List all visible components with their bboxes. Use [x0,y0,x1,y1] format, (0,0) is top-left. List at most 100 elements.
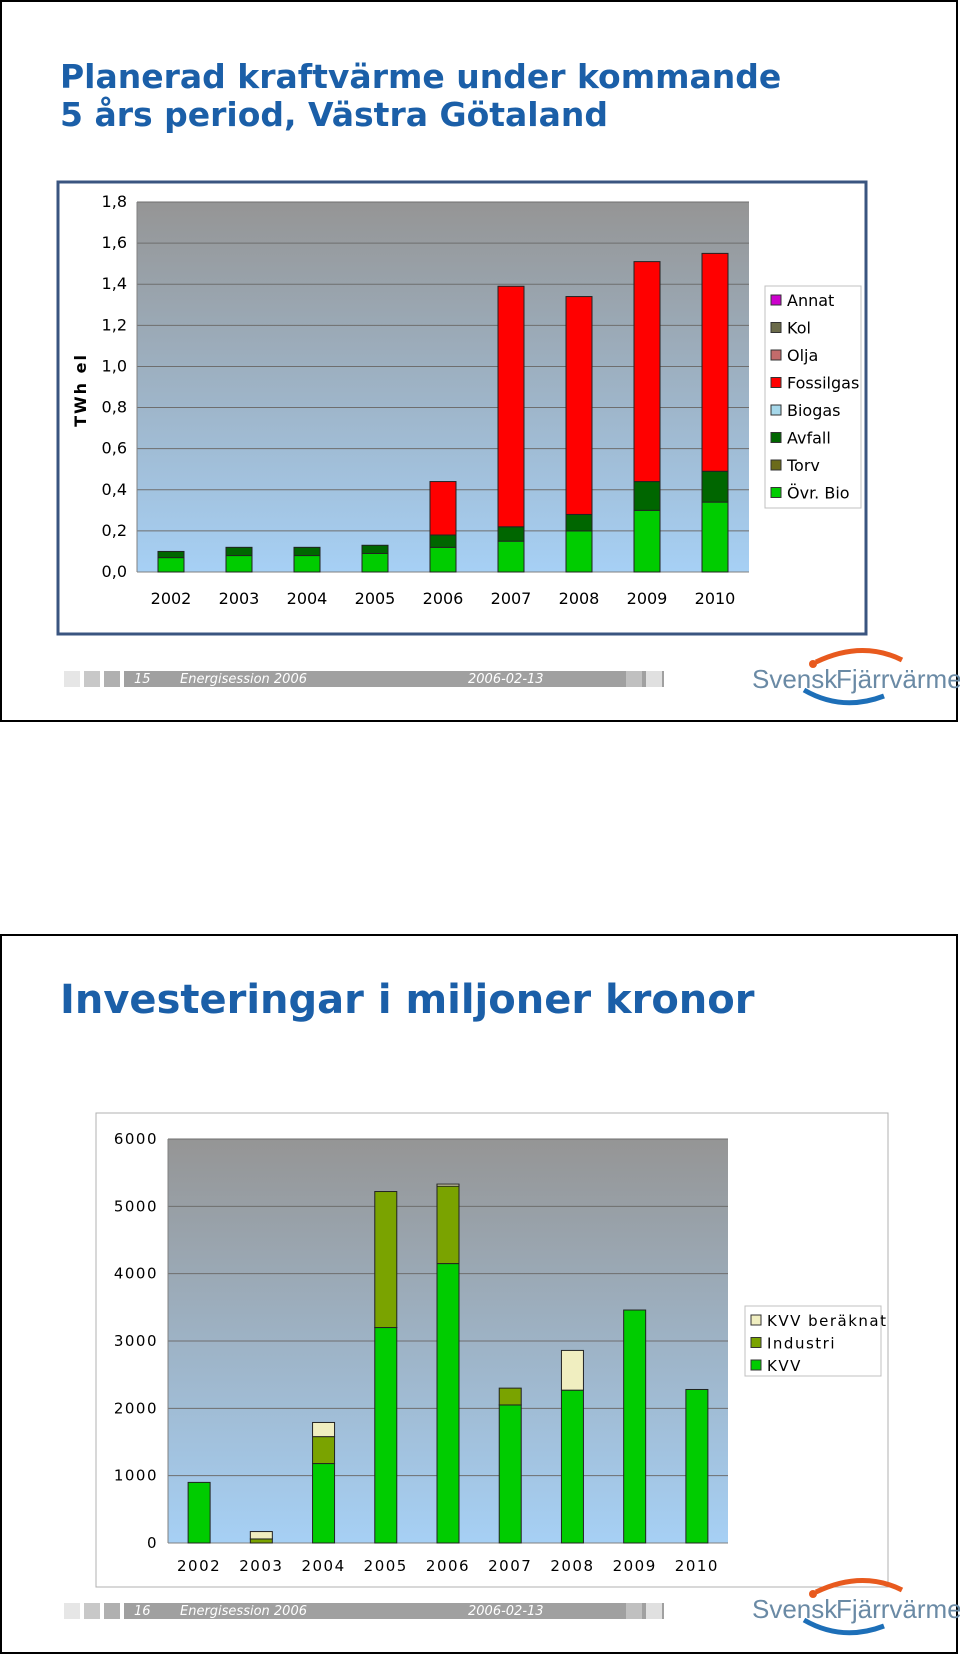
legend-label: Olja [787,346,818,365]
bar-segment-kvv_beraknat-2008 [560,1349,584,1391]
bar-segment-kvv-2009 [623,1309,647,1544]
legend-label: Annat [787,291,834,310]
x-tick-label: 2005 [364,1557,408,1575]
bar-segment-avfall-2007 [497,526,525,542]
y-tick-label: 1,8 [102,192,127,211]
logo-text-fjarrvarme: Fjärrvärme [836,1594,960,1624]
bar-segment-fossilgas-2007 [497,285,525,528]
bar-segment-kvv-2007 [498,1404,522,1544]
bar-segment-kvv_beraknat-2003 [249,1531,273,1540]
bar-segment-ovr_bio-2008 [565,530,593,573]
legend-label: KVV [767,1357,802,1375]
bar-segment-avfall-2009 [633,481,661,511]
x-tick-label: 2010 [695,589,736,608]
bar-segment-kvv_beraknat-2004 [312,1421,336,1438]
footer-square [104,1603,120,1619]
bar-segment-kvv-2006 [436,1263,460,1544]
slide-title-line2: 5 års period, Västra Götaland [60,95,608,134]
bar-segment-industri-2005 [374,1191,398,1329]
x-tick-label: 2006 [426,1557,470,1575]
company-logo: Svensk Fjärrvärme [752,1576,960,1638]
logo-text-fjarrvarme: Fjärrvärme [836,664,960,694]
x-tick-label: 2002 [177,1557,221,1575]
bar-segment-industri-2006 [436,1185,460,1265]
y-tick-label: 0,4 [102,480,127,499]
logo-text-svensk: Svensk [752,1594,838,1624]
x-tick-label: 2003 [239,1557,283,1575]
legend-label: Kol [787,319,811,338]
footer-square [104,671,120,687]
legend-label: Fossilgas [787,374,859,393]
x-tick-label: 2003 [219,589,260,608]
legend-label: Torv [786,456,820,475]
y-tick-label: 0,8 [102,398,127,417]
footer-page-number: 16 [134,1604,151,1619]
bar-segment-kvv-2002 [187,1481,211,1544]
legend-swatch [770,349,782,361]
bar-segment-kvv_beraknat-2006 [436,1183,460,1187]
footer-square [646,1603,662,1619]
legend-label: Biogas [787,401,841,420]
x-tick-label: 2002 [151,589,192,608]
bar-segment-fossilgas-2006 [429,481,457,536]
slide-title-line1: Planerad kraftvärme under kommande [60,57,782,96]
footer-square [626,1603,642,1619]
bar-segment-ovr_bio-2005 [361,553,389,573]
y-tick-label: 0 [147,1534,158,1552]
legend-swatch [750,1314,762,1326]
y-tick-label: 1,4 [102,274,127,293]
x-tick-label: 2005 [355,589,396,608]
bar-segment-avfall-2004 [293,546,321,557]
x-tick-label: 2004 [301,1557,345,1575]
slide-footer: 15 Energisession 2006 2006-02-13 [64,671,664,689]
x-tick-label: 2004 [287,589,328,608]
x-tick-label: 2009 [627,589,668,608]
x-tick-label: 2009 [613,1557,657,1575]
x-tick-label: 2010 [675,1557,719,1575]
x-tick-label: 2008 [550,1557,594,1575]
y-tick-label: 1,2 [102,315,127,334]
bar-segment-industri-2003 [249,1538,273,1544]
legend-swatch [770,322,782,333]
footer-square [84,1603,100,1619]
y-tick-label: 6000 [114,1130,158,1148]
footer-date: 2006-02-13 [468,1604,544,1619]
y-tick-label: 1,0 [102,356,127,375]
y-tick-label: 0,2 [102,521,127,540]
bar-segment-fossilgas-2008 [565,296,593,515]
bar-segment-ovr_bio-2003 [225,555,253,573]
legend-swatch [770,377,782,388]
logo-swoosh-icon [802,1578,904,1636]
bar-segment-industri-2007 [498,1387,522,1406]
investment-chart: 0 1000 2000 3000 4000 5000 6000 2002 2003 2004 200… [95,1112,889,1588]
legend-swatch [770,294,782,306]
logo-swoosh-icon [802,648,904,706]
bar-segment-ovr_bio-2009 [633,509,661,573]
bar-segment-avfall-2008 [565,513,593,532]
bar-segment-fossilgas-2009 [633,261,661,483]
footer-square [84,671,100,687]
footer-square [626,671,642,687]
legend-box [744,1305,882,1377]
footer-page-number: 15 [134,672,151,687]
y-tick-label: 2000 [114,1399,158,1417]
footer-square [646,671,662,687]
y-tick-label: 4000 [114,1265,158,1283]
bar-segment-avfall-2010 [701,470,729,503]
bar-segment-avfall-2003 [225,546,253,557]
slide-footer: 16 Energisession 2006 2006-02-13 [64,1603,664,1621]
y-axis-label: TWh el [71,353,90,427]
slide-16: Investeringar i miljoner kronor 0 1000 200… [0,934,960,1654]
legend-swatch [770,404,782,416]
legend-swatch [770,459,782,471]
bar-segment-kvv-2005 [374,1327,398,1544]
legend-label: Övr. Bio [787,484,850,503]
legend-swatch [750,1337,762,1348]
x-tick-label: 2007 [488,1557,532,1575]
legend-swatch [770,487,782,498]
legend-label: Avfall [787,429,831,448]
slide-title: Investeringar i miljoner kronor [60,977,755,1023]
bar-segment-ovr_bio-2010 [701,501,729,573]
y-tick-label: 1000 [114,1467,158,1485]
bar-segment-fossilgas-2010 [701,252,729,472]
